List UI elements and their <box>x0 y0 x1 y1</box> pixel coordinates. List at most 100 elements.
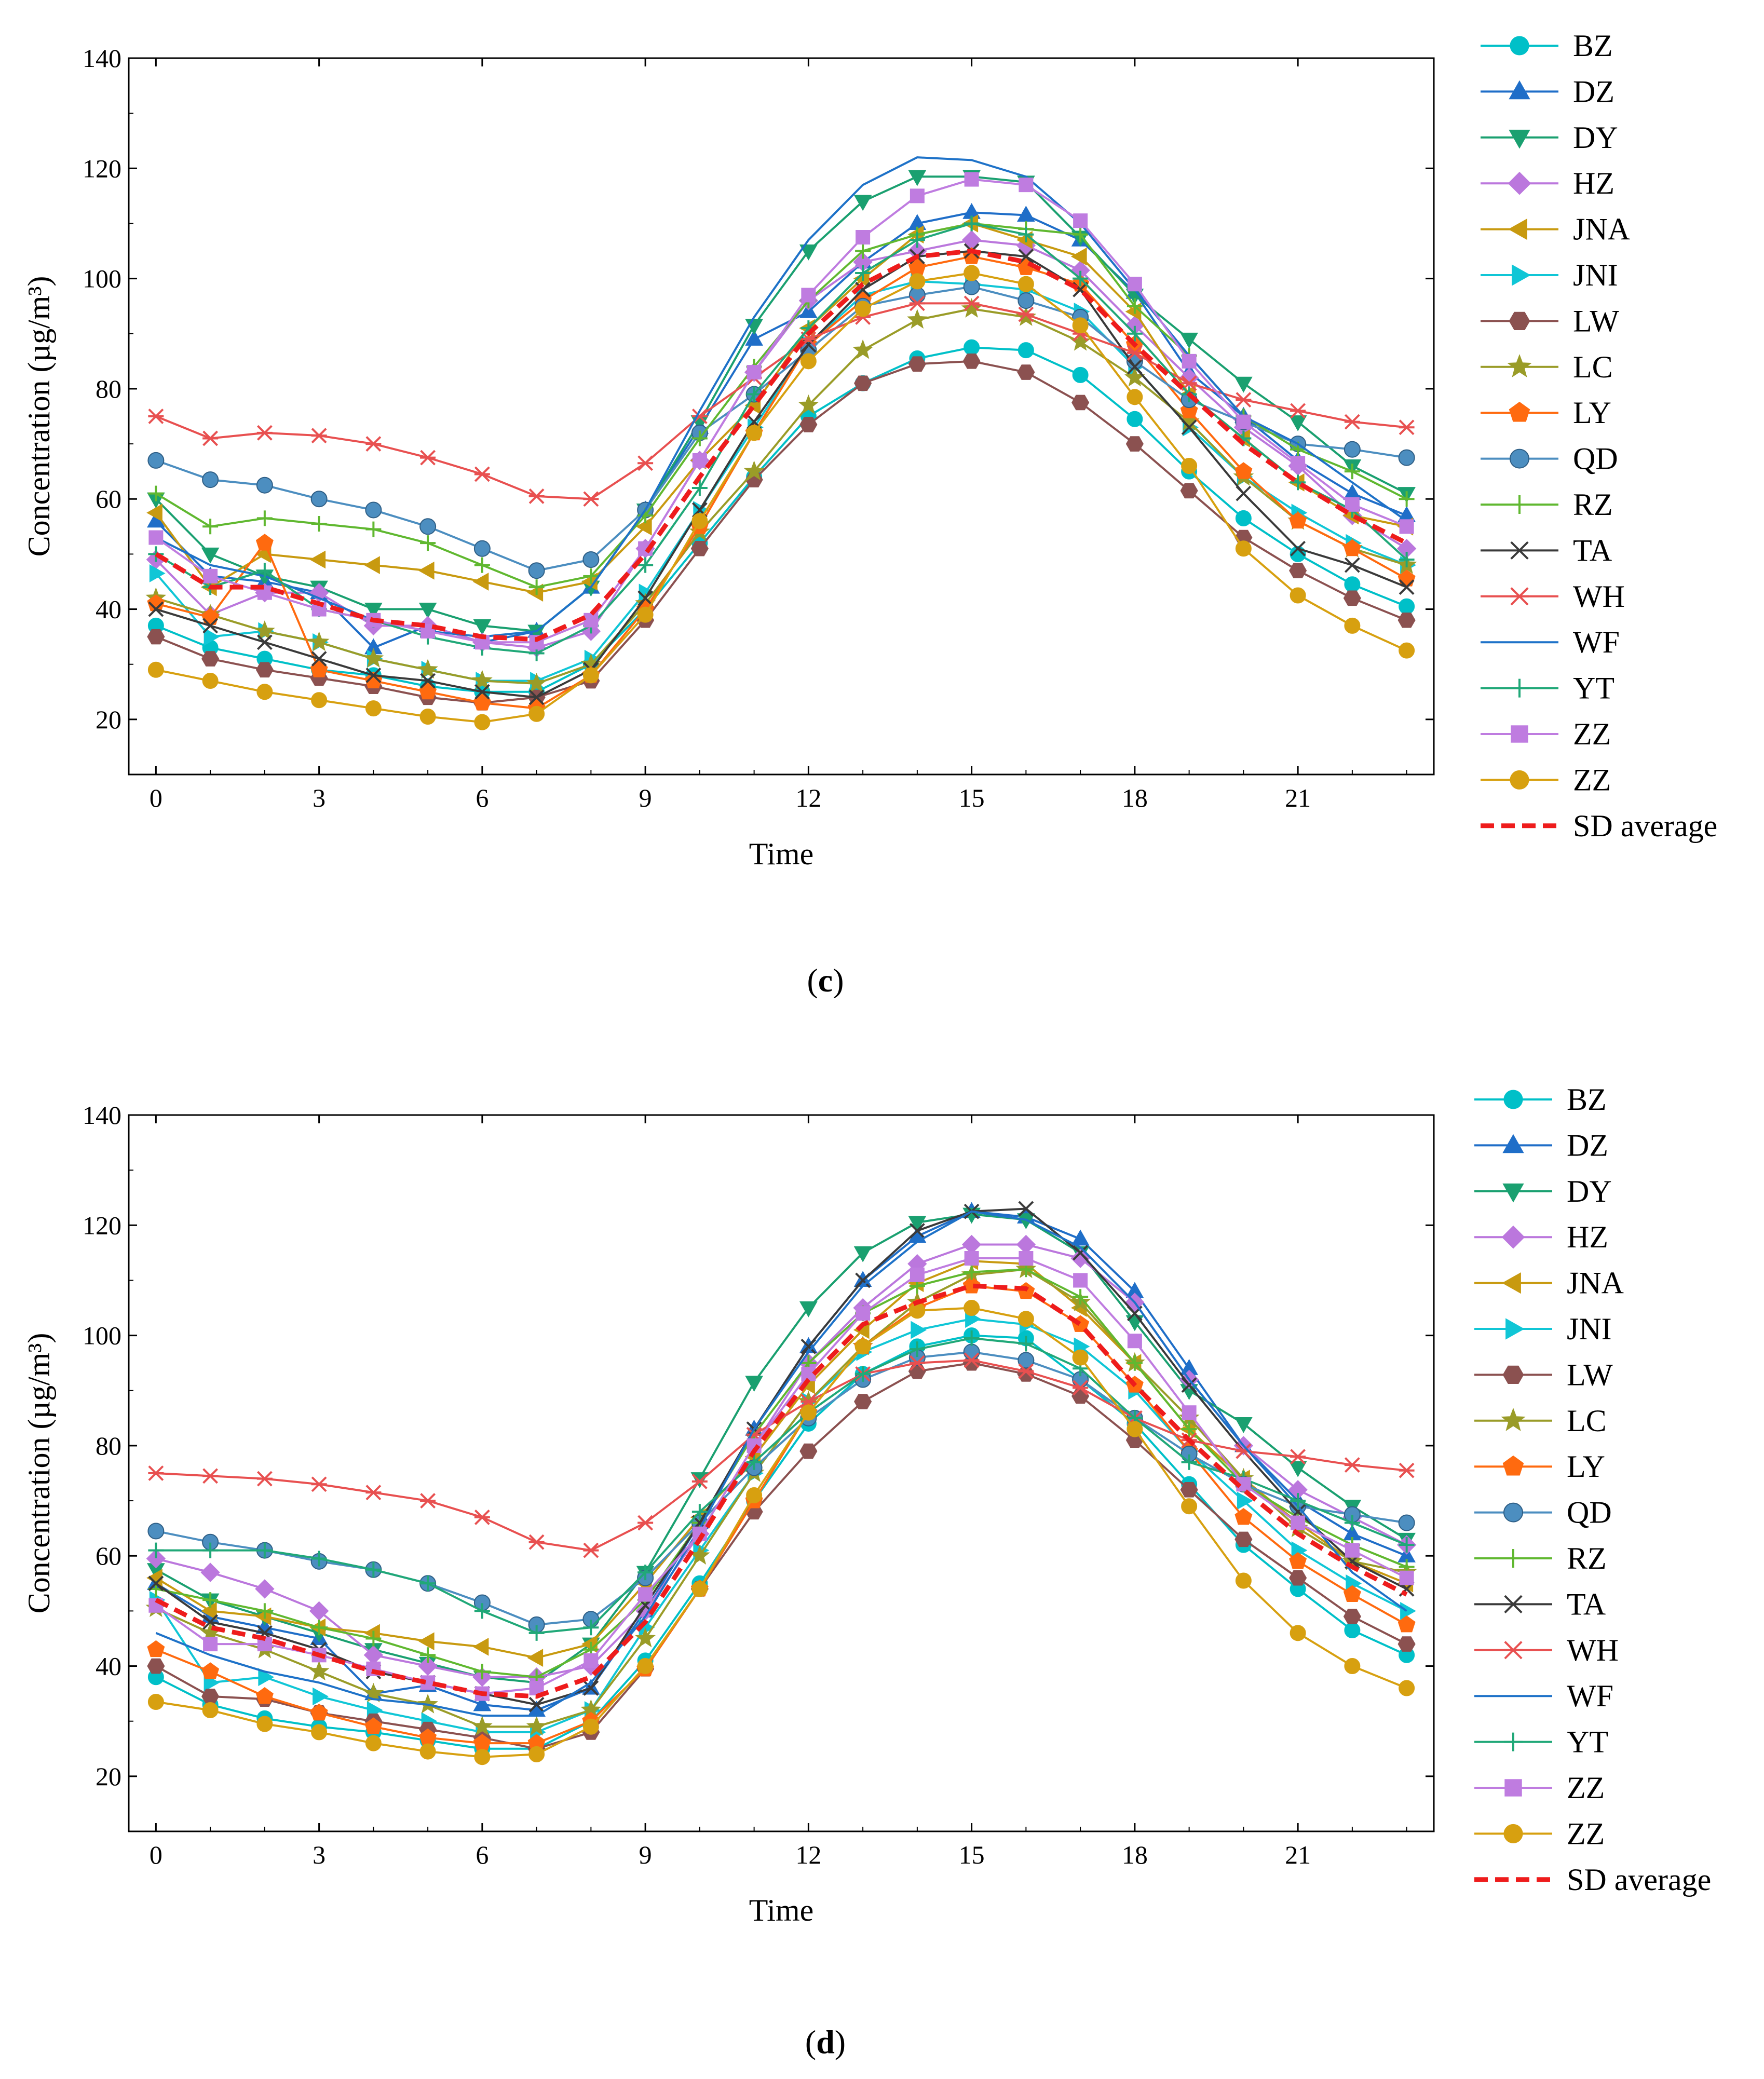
x-tick-label: 0 <box>150 783 162 812</box>
data-point <box>855 265 871 281</box>
data-point <box>1127 298 1143 314</box>
series-line-qd <box>155 286 1407 572</box>
data-point <box>474 557 490 573</box>
data-point <box>1070 1248 1090 1268</box>
legend-marker-dz <box>1509 80 1530 100</box>
data-point <box>256 1542 273 1558</box>
data-point <box>637 590 654 606</box>
series-line-lc <box>155 1268 1407 1728</box>
data-point <box>1344 441 1361 458</box>
data-point <box>855 1272 871 1288</box>
data-point <box>746 386 762 402</box>
data-point <box>1072 317 1089 334</box>
legend-label-zz: ZZ <box>1567 1816 1605 1851</box>
data-point <box>1399 598 1415 615</box>
series-line-yt <box>156 1337 1407 1634</box>
data-point <box>202 618 219 634</box>
data-point <box>1127 411 1143 427</box>
data-point <box>963 278 980 295</box>
data-point <box>909 1341 925 1357</box>
data-point <box>909 1355 925 1371</box>
data-point <box>1397 1636 1416 1652</box>
data-point <box>584 613 599 628</box>
data-point <box>1289 1552 1307 1569</box>
y-tick-label: 120 <box>83 154 121 183</box>
data-point <box>311 1724 328 1741</box>
legend-marker-zz <box>1503 1824 1523 1843</box>
y-tick-label: 60 <box>96 1541 121 1570</box>
data-point <box>419 518 437 535</box>
data-point <box>528 1625 545 1641</box>
data-point <box>420 535 436 551</box>
data-point <box>1399 519 1414 534</box>
data-point <box>1017 342 1034 359</box>
series-zz-15 <box>148 1251 1414 1701</box>
data-point <box>1073 1245 1089 1261</box>
data-point <box>1345 497 1360 512</box>
data-point <box>1344 414 1360 430</box>
series-line-jni <box>155 280 1407 682</box>
x-axis-title: Time <box>749 837 814 871</box>
data-point <box>964 215 980 232</box>
legend-label-zz: ZZ <box>1573 763 1611 797</box>
data-point <box>1073 226 1089 242</box>
data-point <box>1345 1543 1360 1558</box>
data-point <box>1399 1570 1414 1585</box>
data-point <box>909 1302 926 1319</box>
data-point <box>1181 1498 1198 1515</box>
data-point <box>364 603 383 619</box>
data-point <box>582 667 599 684</box>
data-point <box>1181 1454 1197 1470</box>
data-point <box>1344 576 1361 593</box>
data-point <box>363 1682 384 1703</box>
x-axis-title: Time <box>749 1893 814 1927</box>
data-point <box>799 1301 818 1317</box>
data-point <box>526 1716 547 1736</box>
legend-label-hz: HZ <box>1573 166 1614 200</box>
series-line-zz <box>155 178 1407 644</box>
legend-label-zz: ZZ <box>1567 1771 1605 1805</box>
data-point <box>1398 449 1415 466</box>
data-point <box>637 1565 654 1581</box>
series-line-ly <box>155 1285 1407 1745</box>
data-point <box>1071 395 1090 411</box>
data-point <box>528 579 545 595</box>
data-point <box>147 452 165 469</box>
series-line-lw <box>155 360 1407 704</box>
x-tick-label: 3 <box>313 783 325 812</box>
x-tick-label: 3 <box>313 1840 325 1869</box>
data-point <box>420 1575 436 1592</box>
data-point <box>856 230 871 244</box>
legend-marker-qd <box>1503 1502 1523 1523</box>
data-point <box>419 682 437 700</box>
legend-marker-hz <box>1508 171 1531 195</box>
data-point <box>691 1504 708 1520</box>
legend-marker-ta <box>1504 1595 1523 1614</box>
data-point <box>1018 1363 1034 1379</box>
data-point <box>308 1661 330 1681</box>
data-point <box>964 339 980 356</box>
y-tick-label: 100 <box>83 264 121 293</box>
series-ta-11 <box>148 243 1415 705</box>
data-point <box>1071 1229 1090 1246</box>
data-point <box>582 551 600 568</box>
legend: BZ DZ DY HZ JNA JNI LW LC LY QD RZ TA WH WF YT ZZ ZZ SD a… <box>1481 29 1717 843</box>
series-line-wf <box>155 1210 1407 1717</box>
data-point <box>471 670 493 690</box>
data-point <box>635 1627 656 1648</box>
data-point <box>637 606 654 623</box>
series-zz-16 <box>147 265 1415 730</box>
data-point <box>1073 1273 1088 1288</box>
data-point <box>1235 1572 1252 1589</box>
data-point <box>254 620 275 640</box>
data-point <box>691 430 708 446</box>
legend-marker-yt <box>1504 1732 1523 1751</box>
data-point <box>148 1542 164 1558</box>
data-point <box>1291 1515 1306 1530</box>
data-point <box>310 1703 328 1721</box>
legend-label-bz: BZ <box>1573 29 1613 63</box>
data-point <box>201 547 220 564</box>
x-tick-label: 9 <box>639 1840 652 1869</box>
series-zz-16 <box>147 1300 1415 1765</box>
data-point <box>1235 540 1252 557</box>
